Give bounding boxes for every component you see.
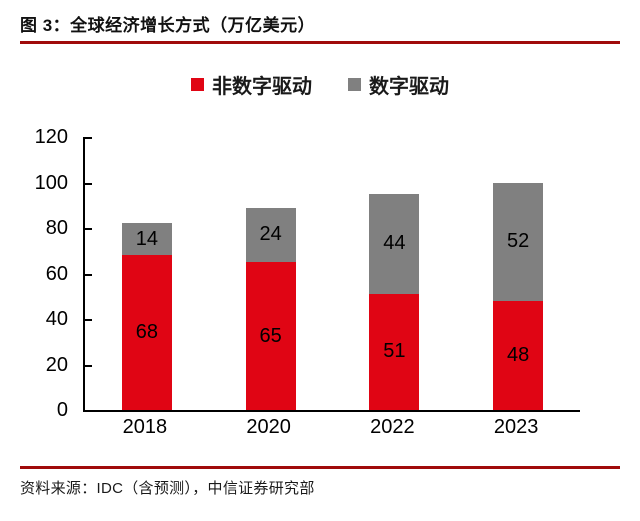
legend-item-non-digital: 非数字驱动 — [191, 70, 312, 99]
stacked-bar-2018: 14 68 — [121, 223, 172, 410]
bar-segment: 24 — [245, 207, 296, 263]
x-tick-label: 2020 — [246, 416, 291, 438]
y-axis-tick — [85, 364, 92, 367]
y-tick-label: 60 — [45, 262, 68, 285]
title-rule — [20, 41, 620, 44]
bar-segment: 52 — [493, 182, 544, 301]
plot-area: 14 68 24 65 44 51 52 48 — [83, 137, 580, 412]
bar-segment: 14 — [121, 223, 172, 256]
stacked-bar-2020: 24 65 — [245, 207, 296, 410]
figure-title: 图 3：全球经济增长方式（万亿美元） — [20, 16, 316, 35]
legend-label: 数字驱动 — [369, 75, 449, 98]
y-tick-label: 40 — [45, 308, 68, 330]
y-tick-label: 20 — [45, 353, 68, 376]
y-axis-tick — [85, 182, 92, 185]
y-axis-tick — [85, 273, 92, 276]
bar-slot: 52 48 — [456, 137, 580, 410]
y-tick-label: 0 — [56, 399, 68, 421]
y-tick-label: 80 — [45, 217, 68, 239]
y-axis-tick — [85, 228, 92, 230]
source-rule — [20, 466, 620, 469]
legend-swatch — [348, 77, 361, 91]
bar-slot: 44 51 — [333, 137, 457, 410]
y-axis-tick — [85, 137, 92, 139]
legend-item-digital: 数字驱动 — [348, 70, 449, 99]
x-tick-label: 2018 — [122, 416, 168, 438]
y-axis-labels: 0 20 40 60 80 100 120 — [0, 126, 68, 421]
x-tick-label: 2023 — [493, 416, 539, 438]
x-axis-labels: 2018 2020 2022 2023 — [83, 416, 578, 439]
bar-segment: 44 — [369, 193, 420, 294]
legend-label: 非数字驱动 — [212, 75, 312, 98]
bar-segment: 48 — [493, 300, 544, 410]
stacked-bar-2023: 52 48 — [493, 182, 544, 410]
y-tick-label: 120 — [34, 126, 68, 148]
bar-slot: 24 65 — [209, 137, 333, 410]
legend-swatch — [191, 77, 204, 91]
x-tick-label: 2022 — [370, 416, 415, 438]
source-note: 资料来源：IDC（含预测），中信证券研究部 — [20, 480, 315, 497]
stacked-bar-2022: 44 51 — [369, 193, 420, 410]
bar-segment: 65 — [245, 262, 296, 410]
bar-segment: 51 — [369, 293, 420, 410]
bars-row: 14 68 24 65 44 51 52 48 — [85, 137, 580, 410]
y-axis-tick — [85, 319, 92, 321]
bar-slot: 14 68 — [85, 137, 209, 410]
y-tick-label: 100 — [34, 171, 68, 194]
bar-segment: 68 — [121, 255, 172, 410]
chart-legend: 非数字驱动 数字驱动 — [0, 70, 640, 98]
